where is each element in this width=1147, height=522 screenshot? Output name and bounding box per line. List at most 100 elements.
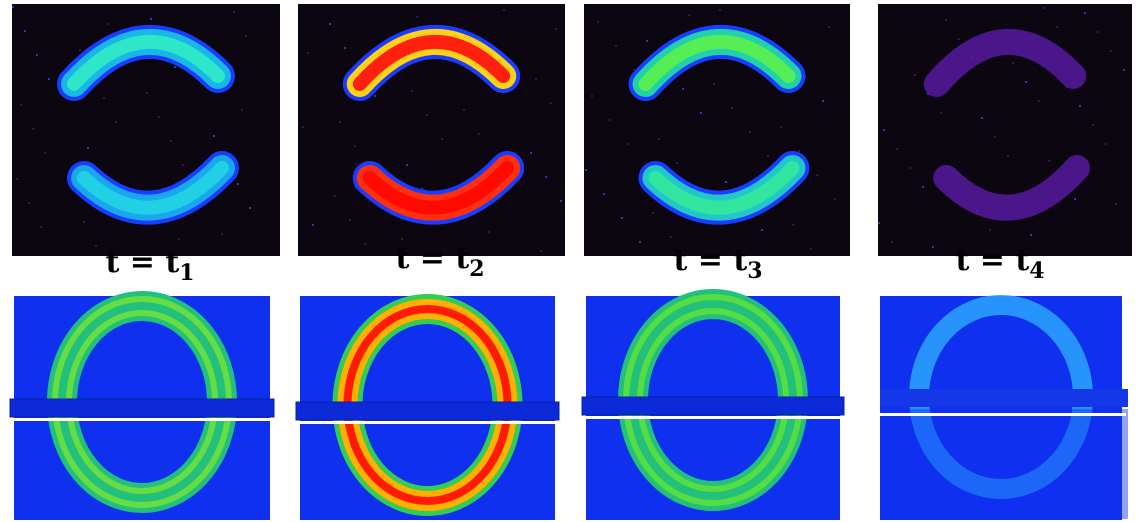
noise-dot (416, 16, 418, 18)
noise-dot (48, 78, 50, 80)
bar-shade (880, 409, 1128, 519)
noise-dot (174, 66, 176, 68)
noise-dot (560, 200, 562, 202)
noise-dot (1038, 100, 1040, 102)
noise-dot (1056, 26, 1058, 28)
bar (296, 402, 559, 420)
noise-dot (914, 74, 916, 76)
noise-dot (615, 45, 617, 47)
noise-dot (891, 241, 893, 243)
noise-dot (896, 148, 898, 150)
noise-dot (115, 121, 117, 123)
noise-dot (639, 241, 641, 243)
separator-line (582, 416, 844, 419)
noise-dot (550, 102, 552, 104)
noise-dot (87, 147, 89, 149)
noise-dot (249, 207, 251, 209)
noise-dot (245, 35, 247, 37)
noise-dot (44, 152, 46, 154)
noise-dot (540, 250, 542, 252)
noise-dot (178, 238, 180, 240)
noise-dot (302, 126, 304, 128)
noise-dot (603, 193, 605, 195)
noise-dot (719, 9, 721, 11)
noise-dot (182, 164, 184, 166)
noise-dot (798, 150, 800, 152)
time-label-text: t = t (105, 245, 179, 280)
bar (880, 389, 1128, 407)
noise-dot (981, 117, 983, 119)
noise-dot (36, 54, 38, 56)
bar (10, 399, 274, 417)
noise-dot (349, 219, 351, 221)
noise-dot (344, 47, 346, 49)
noise-dot (150, 18, 152, 20)
noise-dot (621, 217, 623, 219)
noise-dot (32, 128, 34, 130)
time-label-text: t = t (395, 241, 469, 276)
noise-dot (816, 174, 818, 176)
noise-dot (792, 224, 794, 226)
noise-dot (878, 222, 880, 224)
noise-dot (213, 135, 215, 137)
noise-dot (1007, 155, 1009, 157)
noise-dot (1084, 12, 1086, 14)
noise-dot (329, 23, 331, 25)
noise-dot (1025, 81, 1027, 83)
noise-dot (488, 231, 490, 233)
noise-dot (158, 116, 160, 118)
noise-dot (652, 212, 654, 214)
noise-dot (922, 186, 924, 188)
noise-dot (463, 109, 465, 111)
noise-dot (767, 155, 769, 157)
noise-dot (354, 145, 356, 147)
noise-dot (1105, 143, 1107, 145)
noise-dot (103, 97, 105, 99)
noise-dot (932, 246, 934, 248)
noise-dot (1043, 7, 1045, 9)
noise-dot (374, 95, 376, 97)
noise-dot (233, 11, 235, 13)
noise-dot (1097, 31, 1099, 33)
noise-dot (810, 248, 812, 250)
noise-dot (761, 229, 763, 231)
noise-dot (994, 136, 996, 138)
noise-dot (1012, 62, 1014, 64)
noise-dot (597, 21, 599, 23)
noise-dot (749, 131, 751, 133)
noise-dot (406, 164, 408, 166)
noise-dot (312, 224, 314, 226)
noise-dot (713, 83, 715, 85)
noise-dot (1030, 234, 1032, 236)
noise-dot (1115, 203, 1117, 205)
noise-dot (1079, 105, 1081, 107)
noise-dot (1092, 124, 1094, 126)
noise-dot (79, 49, 81, 51)
noise-dot (237, 183, 239, 185)
noise-dot (241, 109, 243, 111)
noise-dot (307, 52, 309, 54)
time-label-text: t = t (673, 243, 747, 278)
noise-dot (883, 129, 885, 131)
noise-dot (95, 245, 97, 247)
noise-dot (478, 133, 480, 135)
time-label-text: t = t (955, 243, 1029, 278)
noise-dot (1074, 198, 1076, 200)
noise-dot (591, 95, 593, 97)
noise-dot (503, 9, 505, 11)
time-label-subscript: 2 (469, 256, 484, 282)
noise-dot (940, 112, 942, 114)
noise-dot (12, 6, 14, 8)
noise-dot (339, 121, 341, 123)
noise-dot (670, 236, 672, 238)
time-label-subscript: 1 (179, 260, 194, 286)
noise-dot (364, 243, 366, 245)
noise-dot (682, 88, 684, 90)
noise-dot (221, 233, 223, 235)
noise-dot (24, 30, 26, 32)
noise-dot (725, 181, 727, 183)
noise-dot (834, 198, 836, 200)
noise-dot (334, 195, 336, 197)
noise-dot (700, 112, 702, 114)
noise-dot (20, 104, 22, 106)
